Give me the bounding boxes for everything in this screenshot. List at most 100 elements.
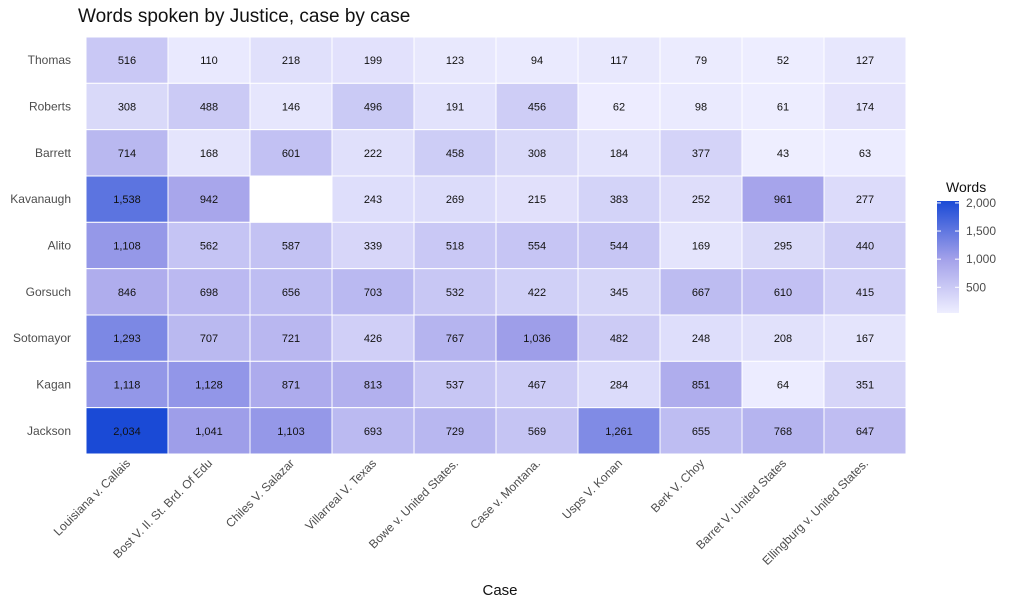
heatmap-cell: 252 — [659, 175, 743, 223]
legend-colorbar — [937, 201, 959, 313]
cell-rect — [823, 36, 907, 84]
cell-rect — [167, 82, 251, 131]
cell-value-label: 64 — [777, 380, 789, 392]
heatmap-cell: 707 — [167, 314, 251, 362]
cell-rect — [495, 36, 579, 84]
cell-value-label: 1,041 — [195, 426, 223, 438]
heatmap-cell: 587 — [249, 221, 333, 270]
cell-rect — [249, 175, 333, 223]
cell-value-label: 351 — [856, 380, 874, 392]
heatmap-cell: 458 — [413, 129, 497, 177]
cell-value-label: 458 — [446, 148, 464, 160]
cell-rect — [659, 129, 743, 177]
heatmap-cell: 846 — [85, 268, 169, 316]
heatmap-cell: 655 — [659, 407, 743, 455]
heatmap-cell: 426 — [331, 314, 415, 362]
cell-rect — [495, 268, 579, 316]
cell-value-label: 123 — [446, 55, 464, 67]
cell-value-label: 215 — [528, 194, 546, 206]
cell-rect — [85, 36, 169, 84]
heatmap-cell: 544 — [577, 221, 661, 270]
heatmap-cell: 243 — [331, 175, 415, 223]
cell-value-label: 422 — [528, 287, 546, 299]
cell-value-label: 942 — [200, 194, 218, 206]
cell-value-label: 1,036 — [523, 333, 551, 345]
cell-value-label: 2,034 — [113, 426, 141, 438]
cell-value-label: 61 — [777, 102, 789, 114]
cell-rect — [659, 360, 743, 409]
cell-value-label: 871 — [282, 380, 300, 392]
y-tick-label: Alito — [48, 239, 72, 253]
chart-title: Words spoken by Justice, case by case — [78, 6, 410, 27]
cell-value-label: 1,538 — [113, 194, 141, 206]
cell-value-label: 496 — [364, 102, 382, 114]
y-tick-label: Gorsuch — [26, 285, 71, 299]
heatmap-cell: 961 — [741, 175, 825, 223]
cell-value-label: 1,103 — [277, 426, 305, 438]
cell-rect — [823, 175, 907, 223]
cell-value-label: 721 — [282, 333, 300, 345]
heatmap-cell: 308 — [85, 82, 169, 131]
cell-rect — [331, 360, 415, 409]
cell-value-label: 647 — [856, 426, 874, 438]
cell-value-label: 168 — [200, 148, 218, 160]
cell-value-label: 846 — [118, 287, 136, 299]
cell-rect — [495, 360, 579, 409]
cell-rect — [659, 175, 743, 223]
cell-rect — [577, 268, 661, 316]
cell-rect — [741, 221, 825, 270]
cell-rect — [249, 36, 333, 84]
x-tick-label: Usps V. Konan — [559, 456, 625, 522]
heatmap-cell: 1,118 — [85, 360, 169, 409]
cell-value-label: 768 — [774, 426, 792, 438]
heatmap-cell: 351 — [823, 360, 907, 409]
heatmap-cell: 1,128 — [167, 360, 251, 409]
cell-rect — [413, 407, 497, 455]
x-tick-label: Case v. Montana. — [467, 456, 543, 532]
heatmap-cell: 1,108 — [85, 221, 169, 270]
cell-value-label: 1,108 — [113, 241, 141, 253]
cell-value-label: 562 — [200, 241, 218, 253]
cell-value-label: 248 — [692, 333, 710, 345]
cell-value-label: 1,118 — [114, 380, 141, 392]
cell-rect — [331, 268, 415, 316]
cell-value-label: 961 — [774, 194, 792, 206]
heatmap-cell: 339 — [331, 221, 415, 270]
heatmap-cell: 1,293 — [85, 314, 169, 362]
cell-rect — [495, 407, 579, 455]
heatmap-cell: 601 — [249, 129, 333, 177]
heatmap-cell: 2,034 — [85, 407, 169, 455]
heatmap-cell: 98 — [659, 82, 743, 131]
cell-value-label: 610 — [774, 287, 792, 299]
heatmap-cell: 167 — [823, 314, 907, 362]
cell-value-label: 426 — [364, 333, 382, 345]
legend-tick-label: 500 — [966, 280, 986, 294]
cell-value-label: 339 — [364, 241, 382, 253]
cell-rect — [167, 314, 251, 362]
cell-value-label: 1,261 — [605, 426, 633, 438]
heatmap-cell: 215 — [495, 175, 579, 223]
heatmap-cell: 269 — [413, 175, 497, 223]
cell-value-label: 656 — [282, 287, 300, 299]
heatmap-cell: 284 — [577, 360, 661, 409]
cell-value-label: 383 — [610, 194, 628, 206]
y-tick-label: Barrett — [35, 146, 72, 160]
heatmap-cell: 1,036 — [495, 314, 579, 362]
heatmap-cell: 647 — [823, 407, 907, 455]
cell-value-label: 191 — [446, 102, 464, 114]
heatmap-cell: 698 — [167, 268, 251, 316]
heatmap-cell: 1,538 — [85, 175, 169, 223]
cell-rect — [249, 360, 333, 409]
heatmap-cell: 422 — [495, 268, 579, 316]
heatmap-cell: 174 — [823, 82, 907, 131]
cell-rect — [577, 129, 661, 177]
cell-value-label: 488 — [200, 102, 218, 114]
cell-rect — [413, 129, 497, 177]
legend-tick-label: 1,000 — [966, 252, 996, 266]
cell-rect — [577, 360, 661, 409]
cell-value-label: 1,128 — [195, 380, 223, 392]
cell-rect — [741, 314, 825, 362]
cell-rect — [741, 407, 825, 455]
heatmap-cell: 610 — [741, 268, 825, 316]
